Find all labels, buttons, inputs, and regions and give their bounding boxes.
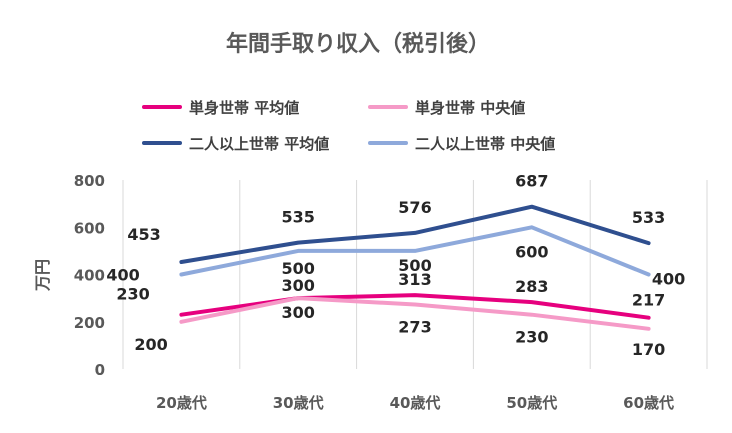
- legend-item: 単身世帯 平均値: [142, 99, 299, 117]
- chart-title: 年間手取り収入（税引後）: [226, 31, 490, 57]
- series-line-1: [179, 293, 651, 320]
- data-label: 535: [281, 208, 314, 227]
- legend-label: 単身世帯 中央値: [415, 99, 525, 117]
- y-axis: 0 200 400 600 800: [74, 172, 105, 379]
- y-tick-label: 0: [95, 361, 105, 379]
- data-label: 230: [515, 328, 548, 347]
- x-tick-label: 30歳代: [273, 394, 324, 412]
- data-label: 576: [398, 198, 431, 217]
- data-label: 200: [134, 335, 167, 354]
- legend-item: 二人以上世帯 中央値: [368, 135, 555, 153]
- y-tick-label: 600: [74, 219, 105, 237]
- data-label: 300: [281, 276, 314, 295]
- legend-label: 二人以上世帯 平均値: [189, 135, 329, 153]
- x-tick-label: 50歳代: [506, 394, 557, 412]
- series-line-2: [179, 296, 651, 331]
- y-tick-label: 200: [74, 314, 105, 332]
- legend-item: 二人以上世帯 平均値: [142, 135, 329, 153]
- x-tick-label: 60歳代: [623, 394, 674, 412]
- data-label: 283: [515, 277, 548, 296]
- data-label: 600: [515, 242, 548, 261]
- data-label: 687: [515, 172, 548, 191]
- y-tick-label: 400: [74, 267, 105, 285]
- data-label: 273: [398, 318, 431, 337]
- data-label: 313: [398, 270, 431, 289]
- series-lines: [179, 204, 651, 331]
- data-label: 400: [106, 266, 139, 285]
- x-tick-label: 40歳代: [390, 394, 441, 412]
- data-label: 400: [652, 270, 685, 289]
- legend-item: 単身世帯 中央値: [368, 99, 525, 117]
- y-tick-label: 800: [74, 172, 105, 190]
- data-label: 533: [632, 208, 665, 227]
- grid: [122, 180, 708, 369]
- data-label: 217: [632, 291, 665, 310]
- data-label: 500: [398, 256, 431, 275]
- data-label: 300: [281, 303, 314, 322]
- data-labels: 230 300 313 283 217 200 300 273 230 170 453 535 576 6…: [106, 172, 685, 359]
- legend-label: 単身世帯 平均値: [189, 99, 299, 117]
- series-line-3: [179, 204, 651, 264]
- data-label: 170: [632, 340, 665, 359]
- y-axis-label: 万円: [33, 259, 52, 292]
- legend-label: 二人以上世帯 中央値: [415, 135, 555, 153]
- data-label: 453: [127, 225, 160, 244]
- data-label: 500: [281, 259, 314, 278]
- series-line-4: [179, 225, 651, 277]
- data-label: 230: [116, 285, 149, 304]
- x-tick-label: 20歳代: [156, 394, 207, 412]
- x-axis: 20歳代 30歳代 40歳代 50歳代 60歳代: [156, 394, 674, 412]
